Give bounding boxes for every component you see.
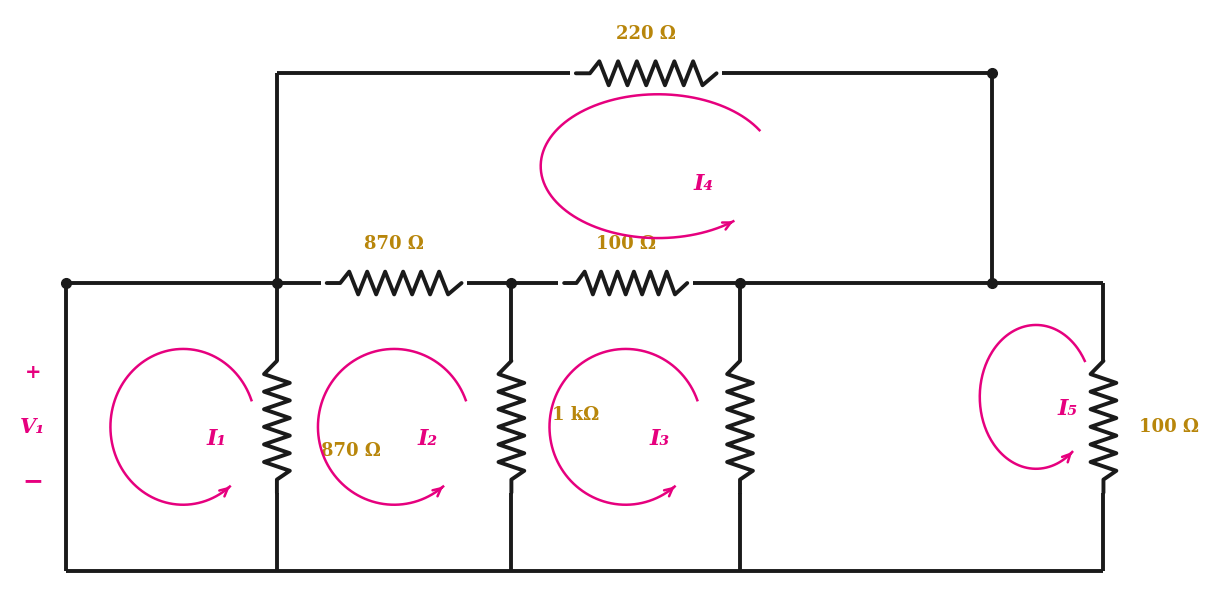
- Text: 100 Ω: 100 Ω: [596, 235, 655, 253]
- Text: I₁: I₁: [206, 428, 227, 450]
- Text: −: −: [23, 469, 43, 493]
- Text: I₅: I₅: [1057, 398, 1078, 420]
- Text: I₄: I₄: [693, 173, 713, 195]
- Text: I₃: I₃: [649, 428, 669, 450]
- Text: 870 Ω: 870 Ω: [365, 235, 424, 253]
- Text: V₁: V₁: [21, 417, 46, 437]
- Text: 870 Ω: 870 Ω: [321, 442, 381, 460]
- Text: I₂: I₂: [418, 428, 438, 450]
- Text: +: +: [25, 364, 41, 382]
- Text: 100 Ω: 100 Ω: [1138, 418, 1199, 436]
- Text: 1 kΩ: 1 kΩ: [553, 406, 600, 424]
- Text: 220 Ω: 220 Ω: [617, 25, 676, 43]
